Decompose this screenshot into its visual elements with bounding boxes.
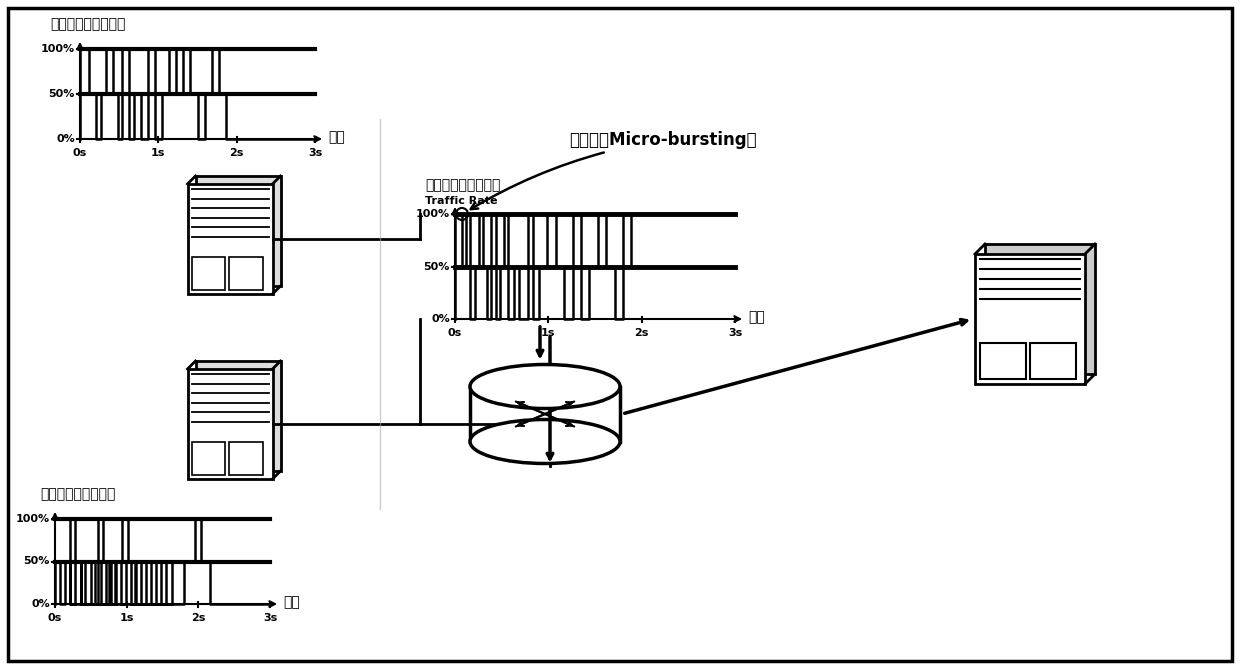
Text: 3s: 3s xyxy=(308,148,322,158)
Ellipse shape xyxy=(470,365,620,409)
Text: 1s: 1s xyxy=(541,328,556,338)
Text: Traffic Rate: Traffic Rate xyxy=(425,196,497,206)
FancyBboxPatch shape xyxy=(196,361,280,471)
Text: 2s: 2s xyxy=(635,328,649,338)
FancyBboxPatch shape xyxy=(196,176,280,286)
Text: 时间: 时间 xyxy=(283,595,300,609)
Text: 0%: 0% xyxy=(56,134,74,144)
Text: 时间: 时间 xyxy=(329,130,345,144)
Bar xyxy=(229,257,263,290)
Text: 0s: 0s xyxy=(448,328,463,338)
Text: 100%: 100% xyxy=(41,44,74,54)
Text: 3s: 3s xyxy=(728,328,742,338)
Text: 100%: 100% xyxy=(415,209,450,219)
FancyBboxPatch shape xyxy=(187,184,273,294)
Text: 2s: 2s xyxy=(191,613,206,623)
Text: （数据流的数据量）: （数据流的数据量） xyxy=(425,178,501,192)
Bar xyxy=(470,387,620,442)
Bar xyxy=(1030,343,1076,379)
FancyBboxPatch shape xyxy=(985,244,1095,374)
Text: 2s: 2s xyxy=(229,148,244,158)
FancyBboxPatch shape xyxy=(187,369,273,479)
Text: 100%: 100% xyxy=(16,514,50,524)
Text: 3s: 3s xyxy=(263,613,277,623)
Text: 0%: 0% xyxy=(432,314,450,324)
Text: 50%: 50% xyxy=(48,89,74,99)
Text: 50%: 50% xyxy=(424,262,450,272)
Ellipse shape xyxy=(470,419,620,464)
Text: 微突发（Micro-bursting）: 微突发（Micro-bursting） xyxy=(471,131,756,209)
Text: 0s: 0s xyxy=(48,613,62,623)
Text: （数据流的数据量）: （数据流的数据量） xyxy=(40,487,115,501)
Text: 0s: 0s xyxy=(73,148,87,158)
Bar xyxy=(980,343,1025,379)
Text: 1s: 1s xyxy=(119,613,134,623)
Bar xyxy=(229,442,263,475)
Bar xyxy=(191,257,224,290)
FancyBboxPatch shape xyxy=(975,254,1085,384)
Text: 时间: 时间 xyxy=(748,310,765,324)
Text: 1s: 1s xyxy=(151,148,165,158)
Text: 0%: 0% xyxy=(31,599,50,609)
Text: （数据流的数据量）: （数据流的数据量） xyxy=(50,17,125,31)
Bar xyxy=(191,442,224,475)
Text: 50%: 50% xyxy=(24,557,50,567)
